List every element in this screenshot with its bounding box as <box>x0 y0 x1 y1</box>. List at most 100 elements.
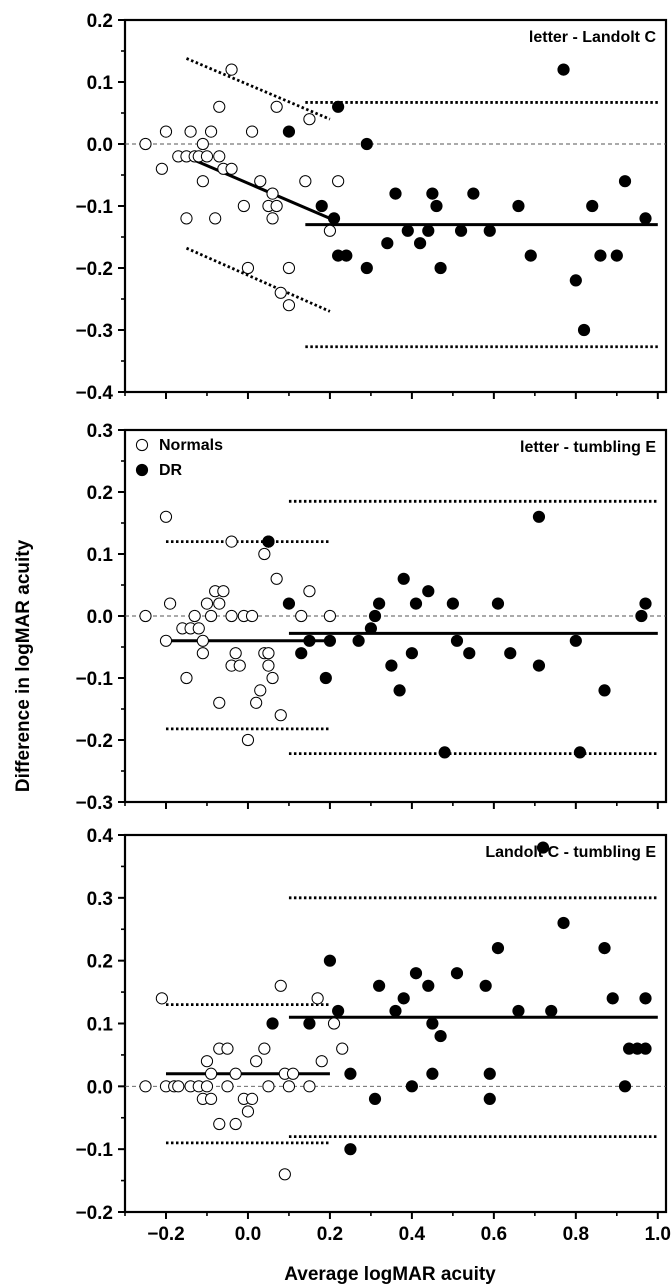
data-point-dr <box>598 942 611 955</box>
data-point-normals <box>262 1080 275 1093</box>
data-point-dr <box>557 63 570 76</box>
data-point-normals <box>274 286 287 299</box>
data-point-normals <box>200 597 214 610</box>
data-point-normals <box>250 1055 263 1068</box>
data-point-normals <box>217 585 230 598</box>
data-point-normals <box>262 647 275 660</box>
data-point-normals <box>225 535 238 548</box>
data-point-normals <box>155 992 168 1005</box>
data-point-dr <box>557 916 570 930</box>
data-point-dr <box>266 1017 279 1030</box>
data-point-normals <box>332 175 345 188</box>
data-point-normals <box>229 647 242 660</box>
data-point-normals <box>241 733 255 747</box>
data-point-normals <box>200 1080 214 1093</box>
y-tick-label: −0.2 <box>75 259 113 280</box>
data-point-dr <box>569 274 582 287</box>
data-point-normals <box>258 547 271 561</box>
panel-title: Landolt C - tumbling E <box>485 844 656 861</box>
data-point-dr <box>389 1004 402 1018</box>
data-point-dr <box>586 199 599 213</box>
data-point-dr <box>524 249 537 262</box>
data-point-dr <box>446 597 459 610</box>
data-point-normals <box>233 659 246 672</box>
data-point-normals <box>258 1042 271 1055</box>
data-point-dr <box>422 585 435 598</box>
data-point-normals <box>282 299 296 312</box>
data-point-normals <box>254 175 267 188</box>
data-point-dr <box>360 261 373 275</box>
y-tick-label: 0.2 <box>87 483 113 504</box>
data-point-dr <box>639 1042 652 1055</box>
data-point-normals <box>282 1080 296 1093</box>
data-point-dr <box>512 199 525 213</box>
data-point-dr <box>373 597 386 610</box>
data-point-normals <box>204 1092 218 1106</box>
data-point-dr <box>332 100 345 113</box>
data-point-dr <box>618 175 632 188</box>
x-tick-label: 0.0 <box>235 1224 261 1245</box>
data-point-normals <box>311 992 324 1005</box>
mean-difference-line <box>177 151 331 220</box>
data-point-normals <box>254 684 267 697</box>
data-point-dr <box>422 979 435 992</box>
data-point-dr <box>635 609 648 623</box>
data-point-dr <box>332 1004 345 1018</box>
data-point-normals <box>270 199 283 213</box>
legend: Normals DR <box>135 437 223 479</box>
data-point-dr <box>385 659 398 672</box>
data-point-dr <box>639 597 652 610</box>
x-axis-title: Average logMAR acuity <box>284 1264 496 1285</box>
data-point-dr <box>262 535 275 548</box>
data-point-dr <box>426 1017 439 1030</box>
y-tick-label: −0.1 <box>75 1140 113 1161</box>
data-point-normals <box>323 224 337 237</box>
y-tick-label: −0.1 <box>75 669 113 690</box>
data-point-normals <box>303 113 316 126</box>
y-tick-label: −0.2 <box>75 731 113 752</box>
legend-label: Normals <box>159 437 223 454</box>
data-point-normals <box>159 510 173 523</box>
data-point-dr <box>606 992 619 1005</box>
data-point-dr <box>467 187 480 200</box>
data-point-normals <box>204 1067 218 1080</box>
data-point-normals <box>213 597 226 610</box>
data-point-dr <box>491 597 505 610</box>
data-point-normals <box>163 597 177 610</box>
series-dr <box>262 510 652 759</box>
y-tick-label: 0.0 <box>87 607 113 628</box>
series-normals <box>139 510 337 747</box>
data-point-dr <box>319 671 332 685</box>
data-point-dr <box>639 992 652 1005</box>
data-point-dr <box>409 597 423 610</box>
data-point-normals <box>278 1168 291 1181</box>
data-point-normals <box>323 609 337 623</box>
data-point-dr <box>295 647 308 660</box>
data-point-normals <box>196 175 209 188</box>
data-point-dr <box>463 647 476 660</box>
data-point-dr <box>303 1017 316 1030</box>
data-point-dr <box>409 967 423 980</box>
y-tick-label: 0.2 <box>87 11 113 32</box>
data-point-normals <box>139 609 152 623</box>
data-point-dr <box>344 1143 357 1156</box>
data-point-normals <box>237 199 250 213</box>
data-point-dr <box>360 137 373 151</box>
data-point-normals <box>221 1042 234 1055</box>
data-point-normals <box>184 125 197 138</box>
data-point-dr <box>434 1029 447 1043</box>
data-point-normals <box>241 261 255 275</box>
data-point-dr <box>327 212 341 225</box>
data-point-normals <box>295 609 308 623</box>
panel-3: 0.4 0.3 0.2 0.1 0.0 −0.1 −0.2 −0.2 0.0 0.2 0.4 0.6 0… <box>75 826 671 1245</box>
data-point-dr <box>315 199 328 213</box>
data-point-normals <box>262 659 275 672</box>
y-axis-title: Difference in logMAR acuity <box>13 539 34 792</box>
limit-of-agreement-line <box>185 246 331 313</box>
legend-marker <box>135 438 149 452</box>
data-point-dr <box>340 249 353 262</box>
data-point-normals <box>204 609 218 623</box>
y-tick-label: −0.4 <box>75 383 113 404</box>
data-point-normals <box>266 187 279 200</box>
y-tick-label: 0.0 <box>87 135 113 156</box>
